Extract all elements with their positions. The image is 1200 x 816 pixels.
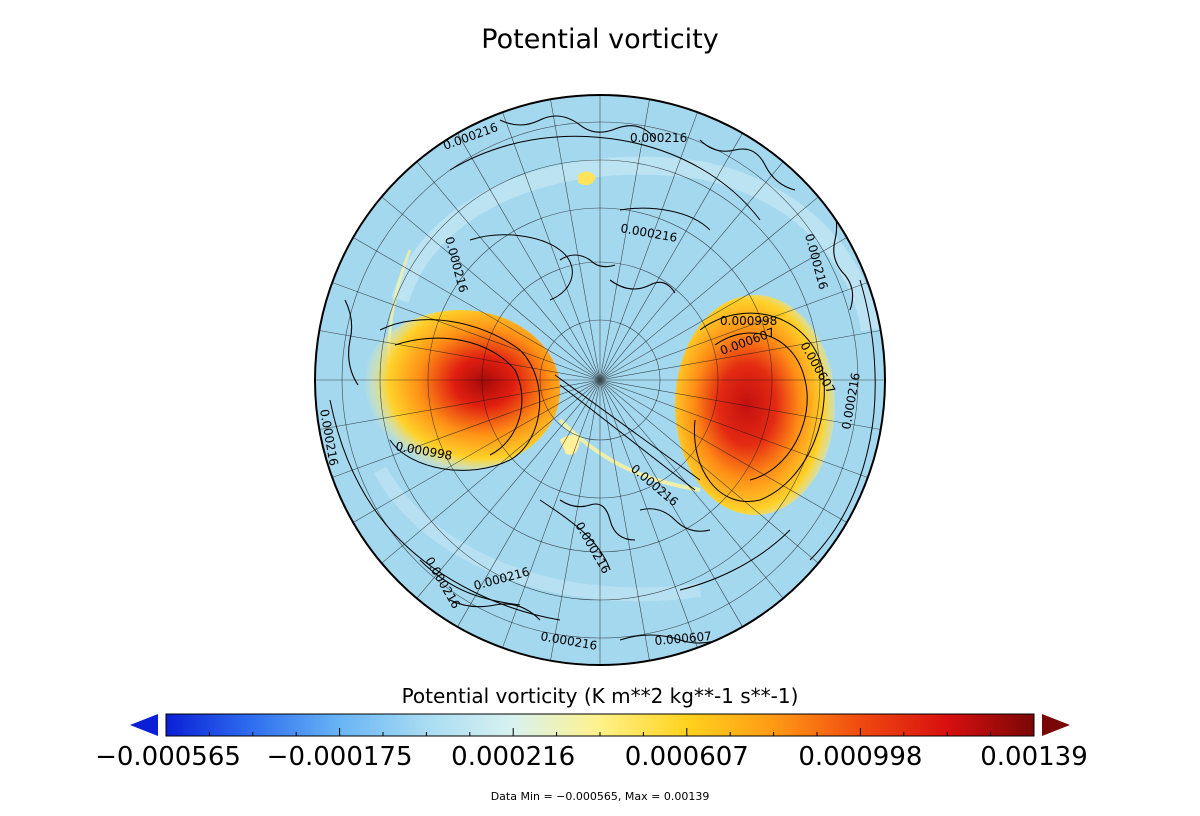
pv-maximum-west	[360, 310, 560, 470]
contour-label: 0.000216	[630, 131, 687, 145]
contour-label: 0.000607	[654, 629, 712, 648]
colorbar-extend-low	[130, 714, 158, 736]
plot-title: Potential vorticity	[481, 24, 719, 55]
pv-maximum-east	[675, 295, 835, 515]
contour-label: 0.000998	[720, 314, 777, 328]
colorbar-bar	[165, 713, 1035, 737]
colorbar-tick-label: −0.000175	[266, 742, 413, 772]
colorbar-tick-label: 0.000216	[451, 742, 576, 772]
colorbar-title: Potential vorticity (K m**2 kg**-1 s**-1…	[401, 684, 799, 708]
data-min-max-note: Data Min = −0.000565, Max = 0.00139	[490, 790, 710, 803]
colorbar-extend-high	[1042, 714, 1070, 736]
map-border	[314, 94, 886, 666]
colorbar-tick-label: 0.000998	[798, 742, 923, 772]
colorbar-tick-label: −0.000565	[95, 742, 241, 772]
colorbar-tick-label: 0.000607	[624, 742, 749, 772]
colorbar-tick-label: 0.00139	[980, 742, 1088, 772]
